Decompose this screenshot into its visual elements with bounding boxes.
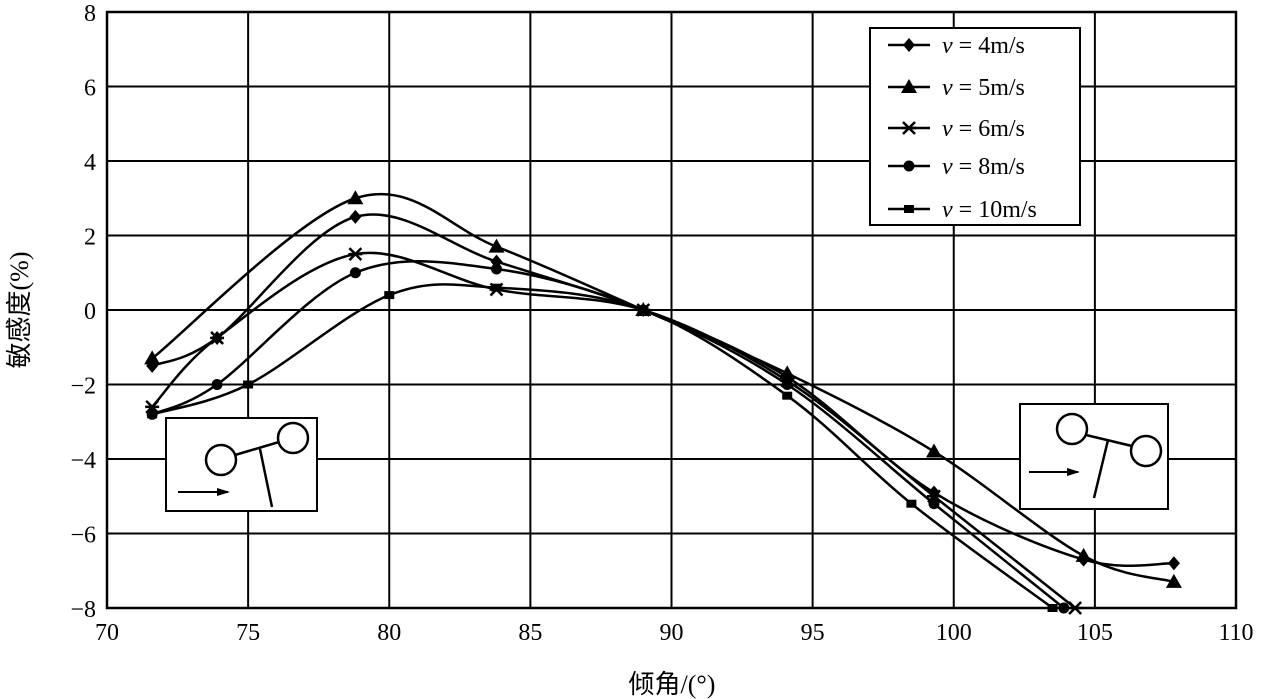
- legend: v = 4m/s v = 5m/s v = 6m/s v = 8m/s v = 10m/…: [869, 27, 1081, 226]
- legend-marker: [903, 160, 915, 172]
- pendulum-ball-icon: [276, 421, 310, 455]
- legend-marker: [904, 205, 914, 213]
- x-tick-label: 80: [377, 620, 401, 646]
- data-point-marker: [928, 498, 940, 510]
- y-tick-label: 0: [84, 299, 96, 325]
- legend-item: v = 10m/s: [888, 197, 1037, 223]
- x-tick-label: 70: [95, 620, 119, 646]
- data-point-marker: [1167, 556, 1180, 571]
- series-line-3: [151, 259, 1065, 609]
- x-tick-label: 85: [518, 620, 542, 646]
- x-tick-label: 75: [236, 620, 260, 646]
- inset-right: [1019, 403, 1169, 510]
- series-line-1: [151, 192, 1175, 584]
- pendulum-ball-icon: [1055, 412, 1089, 446]
- legend-marker: [901, 79, 917, 93]
- y-tick-label: −8: [70, 597, 96, 623]
- data-point-marker: [638, 306, 649, 314]
- data-point-marker: [1075, 547, 1092, 562]
- data-point-marker: [491, 283, 502, 292]
- series-lines: [151, 192, 1175, 610]
- data-point-marker: [782, 391, 793, 400]
- x-tick-label: 110: [1218, 620, 1253, 646]
- grid: [105, 10, 1238, 610]
- legend-item: v = 6m/s: [888, 116, 1025, 142]
- legend-label: v = 6m/s: [942, 116, 1025, 142]
- y-tick-label: 2: [84, 225, 96, 251]
- x-tick-label: 95: [801, 620, 825, 646]
- y-axis-label: 敏感度(%): [5, 252, 34, 369]
- data-point-marker: [349, 267, 361, 279]
- x-tick-label: 90: [660, 620, 684, 646]
- data-point-marker: [1047, 604, 1058, 612]
- y-tick-label: −4: [70, 448, 96, 474]
- tick-labels: 70 75 80 85 90 95 100 105 110 8 6 4 2 0 −2 −4 −6 −8: [70, 1, 1253, 646]
- series-markers: [144, 190, 1182, 615]
- data-point-marker: [906, 499, 917, 508]
- legend-label: v = 8m/s: [942, 154, 1025, 180]
- data-point-marker: [347, 190, 364, 205]
- y-tick-label: −6: [70, 523, 96, 549]
- data-point-marker: [211, 379, 223, 390]
- legend-item: v = 4m/s: [888, 33, 1025, 59]
- legend-item: v = 5m/s: [888, 75, 1025, 101]
- data-point-marker: [1058, 602, 1070, 614]
- legend-marker: [902, 121, 916, 135]
- y-tick-label: 6: [84, 76, 96, 102]
- legend-marker: [903, 38, 915, 52]
- data-point-marker: [144, 350, 161, 365]
- data-point-marker: [781, 379, 793, 390]
- pendulum-ball-icon: [1129, 434, 1163, 468]
- legend-item: v = 8m/s: [888, 154, 1025, 180]
- data-point-marker: [491, 263, 503, 275]
- data-point-marker: [384, 291, 395, 300]
- pendulum-ball-icon: [204, 443, 238, 477]
- data-point-marker: [349, 209, 362, 224]
- y-tick-label: 8: [84, 1, 96, 27]
- data-point-marker: [147, 410, 158, 419]
- x-tick-label: 105: [1077, 620, 1113, 646]
- data-point-marker: [210, 331, 225, 345]
- y-tick-label: −2: [70, 374, 96, 400]
- plot-frame: [105, 10, 1238, 610]
- data-point-marker: [925, 443, 942, 458]
- data-point-marker: [348, 247, 363, 262]
- legend-label: v = 4m/s: [942, 33, 1025, 59]
- y-tick-label: 4: [84, 150, 96, 176]
- x-tick-label: 100: [936, 620, 972, 646]
- data-point-marker: [1165, 573, 1182, 588]
- x-axis-label: 倾角/(°): [629, 670, 716, 699]
- inset-left: [165, 417, 318, 512]
- data-point-marker: [1068, 601, 1083, 615]
- data-point-marker: [488, 238, 505, 253]
- data-point-marker: [243, 380, 254, 389]
- legend-label: v = 10m/s: [942, 197, 1037, 223]
- legend-label: v = 5m/s: [942, 75, 1025, 101]
